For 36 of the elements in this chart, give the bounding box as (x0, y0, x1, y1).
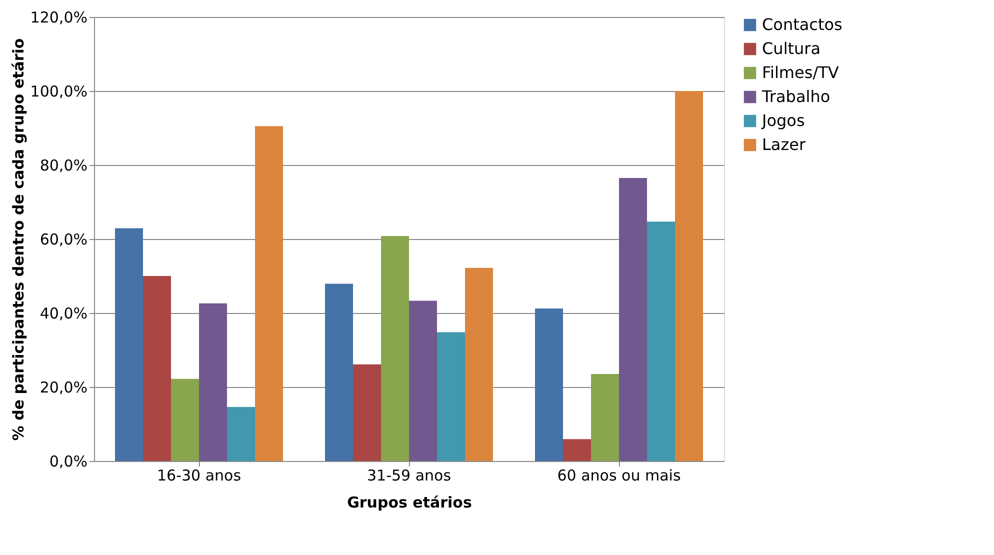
bar (199, 303, 227, 461)
y-tick-label: 100,0% (30, 82, 88, 100)
bar (535, 308, 563, 461)
bar (381, 236, 409, 461)
bar (227, 406, 255, 461)
x-tick-label: 31-59 anos (366, 466, 452, 484)
legend-label: Contactos (762, 15, 842, 34)
x-tick-label: 16-30 anos (156, 466, 242, 484)
legend-label: Lazer (762, 135, 806, 154)
bar (619, 178, 647, 461)
y-tick-label: 120,0% (30, 8, 88, 26)
legend-label: Jogos (761, 111, 805, 130)
bar (171, 378, 199, 461)
bar (409, 300, 437, 461)
bar (675, 91, 703, 461)
y-tick-label: 0,0% (49, 452, 88, 470)
bar (255, 126, 283, 461)
y-tick-label: 20,0% (40, 378, 88, 396)
legend-label: Trabalho (761, 87, 830, 106)
x-axis-title: Grupos etários (347, 494, 472, 512)
bar (353, 364, 381, 461)
bar (115, 228, 143, 461)
bar (437, 332, 465, 461)
x-tick-label: 60 anos ou mais (557, 466, 681, 484)
y-tick-label: 60,0% (40, 230, 88, 248)
bar (325, 284, 353, 461)
legend-label: Cultura (762, 39, 821, 58)
bar (563, 439, 591, 461)
y-axis-title: % de participantes dentro de cada grupo etário (9, 38, 28, 441)
y-tick-label: 40,0% (40, 304, 88, 322)
bar (591, 374, 619, 461)
bar (647, 222, 675, 461)
y-tick-label: 80,0% (40, 156, 88, 174)
bar (465, 268, 493, 461)
legend-label: Filmes/TV (762, 63, 839, 82)
bar (143, 276, 171, 461)
